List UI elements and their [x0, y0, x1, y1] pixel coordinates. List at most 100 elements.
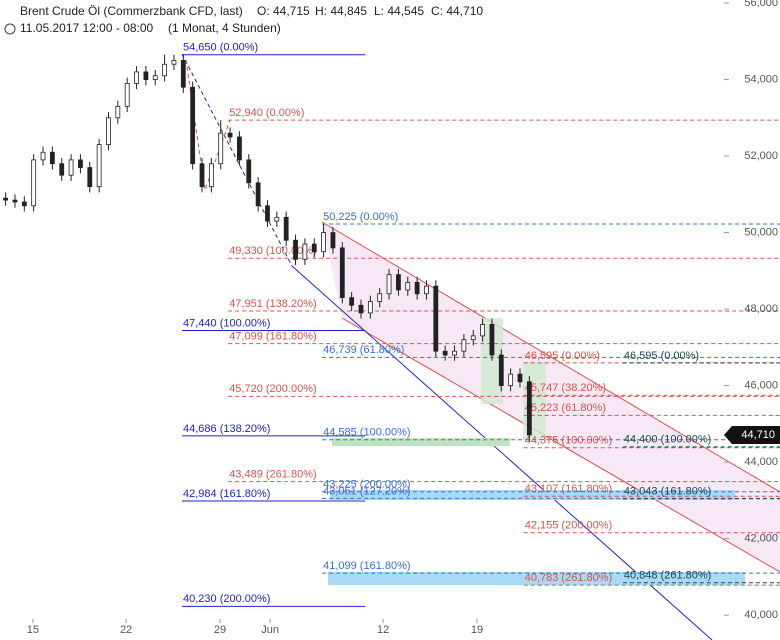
level-label: 44,686 (138.20%)	[183, 423, 270, 435]
level-label: 50,225 (0.00%)	[323, 211, 398, 223]
candle-body	[321, 232, 326, 253]
x-tick-label: Jun	[261, 624, 279, 636]
candle-body	[311, 243, 317, 253]
zone	[330, 490, 735, 500]
level-label: 47,951 (138.20%)	[229, 298, 316, 310]
candle-body	[452, 350, 457, 356]
candle-body	[433, 285, 439, 352]
ohlc-high: H: 44,845	[315, 4, 367, 18]
y-tick-label: 42,000	[744, 533, 778, 545]
candle-body	[21, 201, 27, 207]
candle-body	[293, 239, 298, 260]
candle-body	[134, 71, 139, 84]
candle-body	[190, 86, 196, 165]
level-label: 52,940 (0.00%)	[229, 107, 304, 119]
candle-body	[396, 274, 401, 291]
level-label: 54,650 (0.00%)	[183, 42, 258, 54]
level-label: 43,051 (127.20%)	[323, 485, 410, 497]
candle-body	[96, 144, 102, 188]
candle-body	[283, 216, 289, 241]
candle-body	[59, 163, 65, 176]
candle-body	[367, 301, 373, 314]
date-range: 11.05.2017 12:00 - 08:00	[20, 21, 154, 35]
zone	[328, 572, 745, 585]
candle-body	[480, 323, 485, 337]
candle-body	[12, 199, 18, 203]
period: (1 Monat, 4 Stunden)	[168, 21, 281, 35]
candle-body	[526, 381, 532, 436]
candle-body	[470, 335, 476, 341]
ohlc-open: O: 44,715	[257, 4, 310, 18]
level-label: 43,225 (200.00%)	[323, 479, 410, 491]
level-label: 40,848 (261.80%)	[624, 570, 711, 582]
candle-body	[40, 151, 46, 161]
candle-body	[246, 159, 252, 184]
level-label: 47,099 (161.80%)	[229, 330, 316, 342]
chart-title: Brent Crude Öl (Commerzbank CFD, last)	[20, 4, 243, 18]
candle-body	[349, 297, 355, 306]
candle-body	[442, 350, 448, 356]
zone	[523, 362, 546, 440]
candle-body	[339, 247, 345, 299]
candle-body	[386, 274, 392, 295]
level-label: 43,107 (161.80%)	[525, 483, 612, 495]
level-label: 42,155 (200.00%)	[525, 520, 612, 532]
candle-body	[78, 159, 83, 168]
price-tag	[724, 425, 780, 444]
level-label: 46,595 (0.00%)	[525, 350, 600, 362]
ohlc-low: L: 44,545	[374, 4, 424, 18]
candle-body	[330, 232, 336, 249]
candle-body	[255, 182, 261, 207]
candle-body	[115, 105, 121, 119]
level-label: 46,595 (0.00%)	[624, 350, 699, 362]
candle-body	[377, 293, 383, 302]
level-label: 40,783 (261.80%)	[525, 572, 612, 584]
y-tick-label: 50,000	[744, 226, 778, 238]
candle-body	[508, 373, 514, 387]
x-tick-label: 22	[120, 624, 132, 636]
candle-body	[405, 281, 411, 291]
candle-body	[124, 82, 130, 107]
candle-body	[199, 163, 205, 188]
candle-body	[498, 354, 504, 387]
candle-body	[424, 285, 429, 295]
y-tick-label: 44,000	[744, 456, 778, 468]
x-tick-label: 19	[471, 624, 483, 636]
level-label: 47,440 (100.00%)	[183, 317, 270, 329]
clock-icon	[4, 23, 16, 35]
candle-body	[517, 373, 523, 383]
y-tick-label: 48,000	[744, 303, 778, 315]
x-tick-label: 12	[377, 624, 389, 636]
candle-body	[31, 159, 37, 207]
candle-body	[3, 197, 9, 201]
level-label: 43,489 (261.80%)	[229, 469, 316, 481]
candle-body	[302, 243, 308, 260]
zone	[332, 438, 510, 446]
level-label: 43,043 (161.80%)	[624, 486, 711, 498]
candle-body	[414, 281, 420, 295]
level-label: 44,375 (100.00%)	[525, 435, 612, 447]
candle-body	[265, 205, 270, 222]
level-label: 45,223 (61.80%)	[525, 402, 606, 414]
level-label: 46,739 (61.80%)	[323, 344, 404, 356]
candles	[3, 54, 532, 442]
x-tick-label: 15	[27, 624, 39, 636]
level-label: 41,099 (161.80%)	[323, 560, 410, 572]
price-tag-label: 44,710	[741, 429, 775, 441]
candle-body	[237, 136, 242, 161]
y-tick-label: 40,000	[744, 609, 778, 621]
level-label: 44,400 (100.00%)	[624, 434, 711, 446]
candle-body	[208, 163, 214, 188]
ohlc-close: C: 44,710	[431, 4, 483, 18]
zone	[481, 318, 503, 404]
level-label: 42,984 (161.80%)	[183, 488, 270, 500]
candle-body	[218, 132, 224, 165]
candle-body	[152, 75, 158, 80]
y-tick-label: 54,000	[744, 73, 778, 85]
candle-body	[358, 304, 364, 314]
x-tick-label: 29	[214, 624, 226, 636]
candle-body	[49, 151, 55, 165]
zigzag	[181, 53, 293, 267]
y-tick-label: 52,000	[744, 150, 778, 162]
